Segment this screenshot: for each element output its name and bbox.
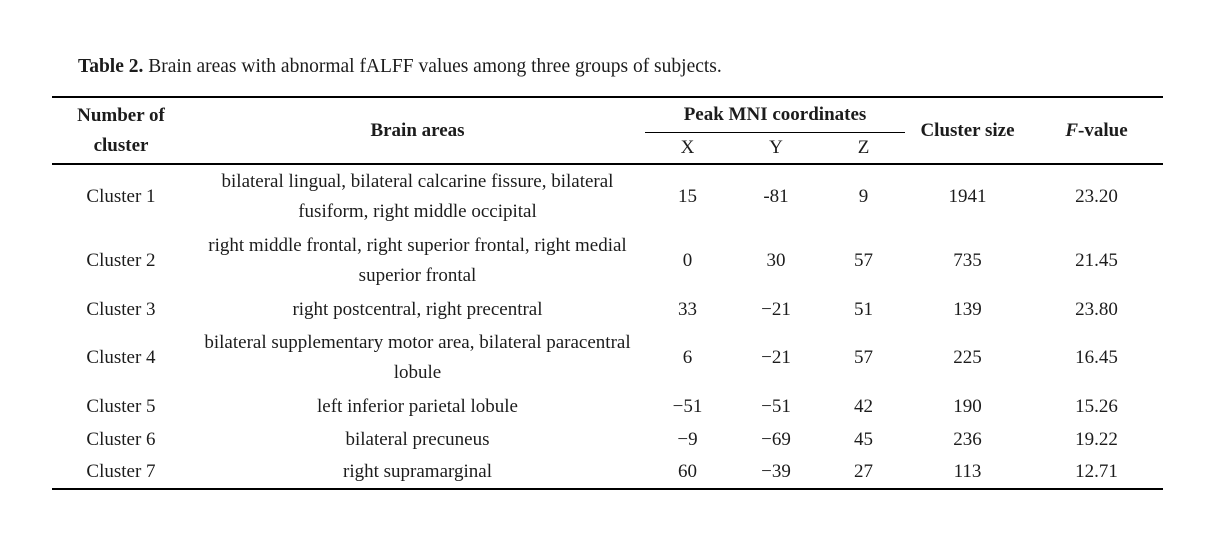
header-y: Y xyxy=(769,137,783,158)
cell-f-value: 21.45 xyxy=(1075,250,1118,271)
cell-brain-areas: right supramarginal xyxy=(343,461,492,482)
cell-brain-areas: right postcentral, right precentral xyxy=(292,298,543,320)
cell-cluster-size: 1941 xyxy=(948,186,987,207)
table-row: Cluster 5 left inferior parietal lobule … xyxy=(52,390,1163,423)
table-row: Cluster 7 right supramarginal 60 −39 27 … xyxy=(52,456,1163,489)
cell-f-value: 15.26 xyxy=(1075,395,1118,417)
cell-y: 30 xyxy=(766,250,786,271)
cell-f-value: 16.45 xyxy=(1075,347,1118,368)
cell-y: −21 xyxy=(761,298,791,320)
cell-cluster-size: 225 xyxy=(953,347,982,368)
table-caption: Table 2. Brain areas with abnormal fALFF… xyxy=(78,54,722,80)
cell-cluster: Cluster 2 xyxy=(86,250,156,271)
table-caption-label: Table 2. xyxy=(78,56,144,77)
header-f-value-italic: F xyxy=(1065,119,1079,141)
header-z: Z xyxy=(857,137,870,158)
cell-z: 9 xyxy=(858,186,869,207)
cell-brain-areas: bilateral precuneus xyxy=(345,428,490,450)
cell-x: 15 xyxy=(678,186,697,207)
cell-brain-areas: left inferior parietal lobule xyxy=(317,395,518,417)
cell-x: 60 xyxy=(678,461,697,482)
cell-z: 45 xyxy=(854,428,873,450)
table-row: Cluster 4 bilateral supplementary motor … xyxy=(52,326,1163,390)
cell-f-value: 23.20 xyxy=(1075,186,1118,207)
header-peak-mni-coordinates: Peak MNI coordinates xyxy=(645,97,905,133)
cell-cluster: Cluster 5 xyxy=(86,395,156,417)
cell-f-value: 12.71 xyxy=(1075,461,1118,482)
results-table: Number of cluster Brain areas Peak MNI c… xyxy=(52,96,1163,490)
table-row: Cluster 3 right postcentral, right prece… xyxy=(52,293,1163,326)
header-cluster-size: Cluster size xyxy=(920,119,1015,141)
cell-y: −69 xyxy=(761,428,791,450)
table-row: Cluster 1 bilateral lingual, bilateral c… xyxy=(52,164,1163,229)
cell-z: 57 xyxy=(854,250,873,271)
cell-x: 33 xyxy=(678,298,697,320)
cell-cluster: Cluster 6 xyxy=(86,428,156,450)
header-number-of-cluster: Number of cluster xyxy=(77,104,165,156)
cell-cluster-size: 735 xyxy=(953,250,982,271)
cell-cluster-size: 236 xyxy=(953,428,982,450)
cell-cluster-size: 113 xyxy=(953,461,982,482)
cell-y: −51 xyxy=(761,395,791,417)
cell-y: −39 xyxy=(761,461,791,482)
table-body: Cluster 1 bilateral lingual, bilateral c… xyxy=(52,164,1163,489)
table-caption-text: Brain areas with abnormal fALFF values a… xyxy=(143,56,722,77)
header-f-value: F-value xyxy=(1030,97,1163,164)
cell-z: 51 xyxy=(854,298,873,320)
cell-x: −9 xyxy=(677,428,698,450)
header-x: X xyxy=(680,137,695,158)
cell-y: -81 xyxy=(763,186,789,207)
table-row: Cluster 2 right middle frontal, right su… xyxy=(52,229,1163,293)
cell-x: 6 xyxy=(682,347,693,368)
table-row: Cluster 6 bilateral precuneus −9 −69 45 … xyxy=(52,423,1163,456)
cell-x: 0 xyxy=(682,250,693,271)
cell-z: 27 xyxy=(854,461,873,482)
cell-y: −21 xyxy=(761,347,791,368)
header-f-value-rest: -value xyxy=(1078,119,1128,141)
cell-cluster: Cluster 1 xyxy=(86,186,156,207)
cell-brain-areas: right middle frontal, right superior fro… xyxy=(208,235,627,286)
cell-cluster-size: 139 xyxy=(953,298,982,320)
cell-cluster: Cluster 7 xyxy=(86,461,156,482)
cell-f-value: 23.80 xyxy=(1075,298,1118,320)
table-header: Number of cluster Brain areas Peak MNI c… xyxy=(52,97,1163,164)
cell-z: 42 xyxy=(854,395,873,417)
cell-z: 57 xyxy=(854,347,873,368)
cell-brain-areas: bilateral lingual, bilateral calcarine f… xyxy=(221,171,614,222)
cell-f-value: 19.22 xyxy=(1075,428,1118,450)
cell-brain-areas: bilateral supplementary motor area, bila… xyxy=(204,332,631,383)
cell-cluster: Cluster 3 xyxy=(86,298,156,320)
cell-x: −51 xyxy=(672,395,703,417)
cell-cluster: Cluster 4 xyxy=(86,347,156,368)
header-brain-areas: Brain areas xyxy=(370,119,465,141)
cell-cluster-size: 190 xyxy=(953,395,982,417)
